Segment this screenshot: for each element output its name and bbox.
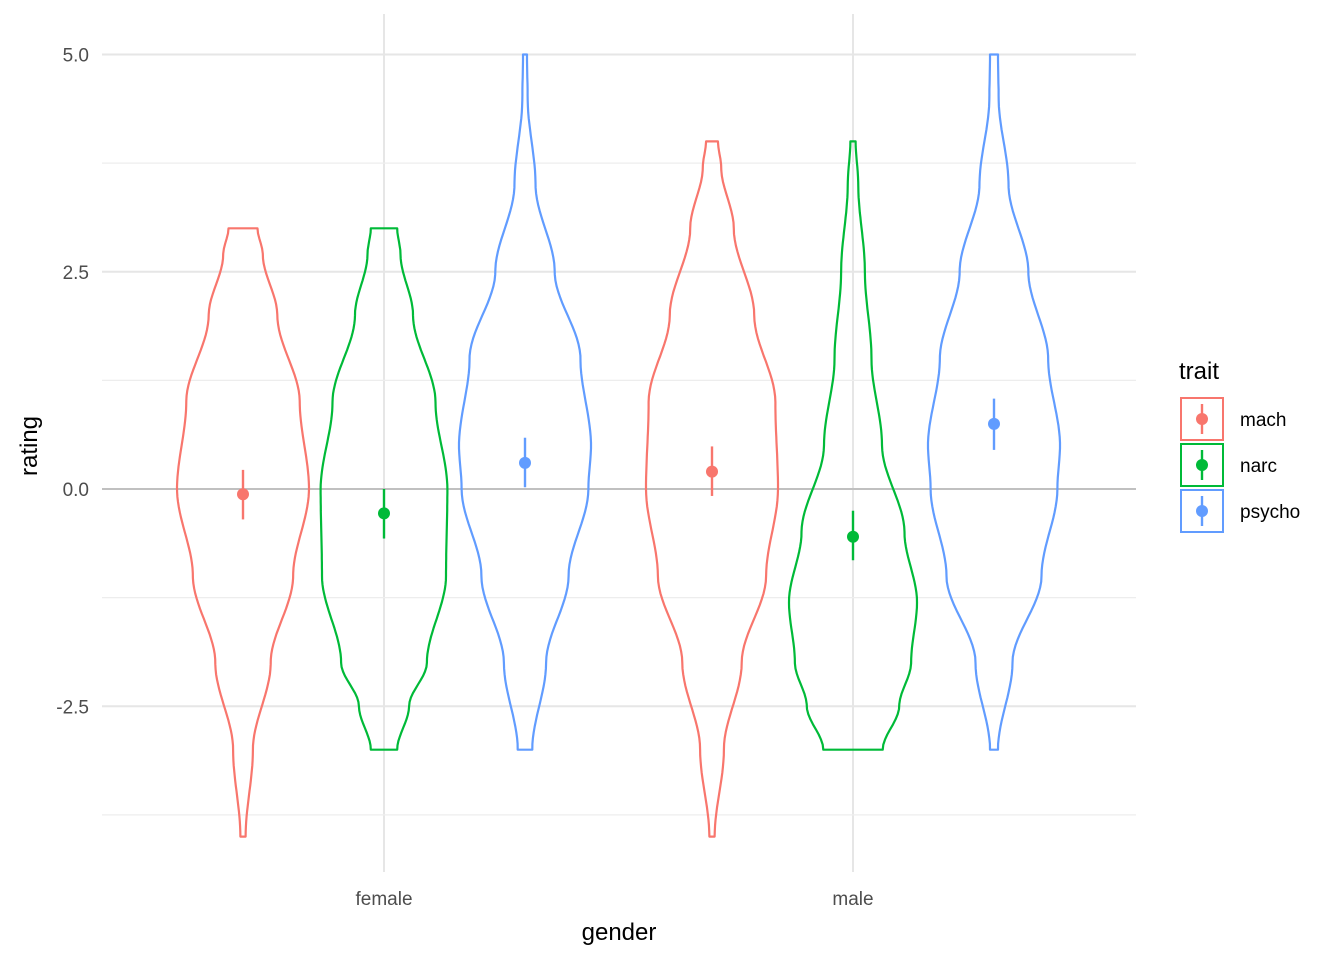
legend-title: trait bbox=[1179, 358, 1219, 385]
legend-key-point-narc bbox=[1196, 459, 1208, 471]
mean-point-psycho-female bbox=[519, 456, 531, 469]
violin-psycho-female bbox=[457, 53, 593, 751]
y-axis-title: rating bbox=[16, 416, 43, 476]
legend-label-narc: narc bbox=[1240, 456, 1277, 477]
legend-key-point-mach bbox=[1196, 413, 1208, 425]
mean-point-narc-male bbox=[847, 530, 859, 543]
x-tick-label: female bbox=[355, 889, 412, 910]
legend-label-mach: mach bbox=[1240, 410, 1286, 431]
mean-point-narc-female bbox=[378, 507, 390, 520]
mean-point-mach-male bbox=[706, 465, 718, 478]
x-axis-title: gender bbox=[582, 919, 657, 946]
y-tick-label: 2.5 bbox=[63, 263, 89, 284]
violins bbox=[175, 53, 1062, 838]
y-tick-label: 0.0 bbox=[63, 480, 89, 501]
mean-point-psycho-male bbox=[988, 417, 1000, 430]
y-tick-label: 5.0 bbox=[63, 46, 89, 67]
y-tick-labels: 5.0 2.5 0.0 -2.5 bbox=[56, 46, 89, 719]
legend-key-point-psycho bbox=[1196, 505, 1208, 517]
legend-label-psycho: psycho bbox=[1240, 502, 1300, 523]
violin-narc-female bbox=[319, 227, 449, 751]
legend: trait mach narc psycho bbox=[1179, 358, 1300, 533]
x-tick-labels: female male bbox=[355, 889, 873, 910]
y-tick-label: -2.5 bbox=[56, 697, 89, 718]
violin-mach-female bbox=[175, 227, 311, 838]
mean-points bbox=[237, 398, 1000, 561]
violin-narc-male bbox=[787, 140, 919, 751]
violin-psycho-male bbox=[926, 53, 1062, 751]
grid-lines bbox=[102, 14, 1136, 872]
mean-point-mach-female bbox=[237, 488, 249, 501]
violin-mach-male bbox=[644, 140, 780, 838]
x-tick-label: male bbox=[832, 889, 873, 910]
